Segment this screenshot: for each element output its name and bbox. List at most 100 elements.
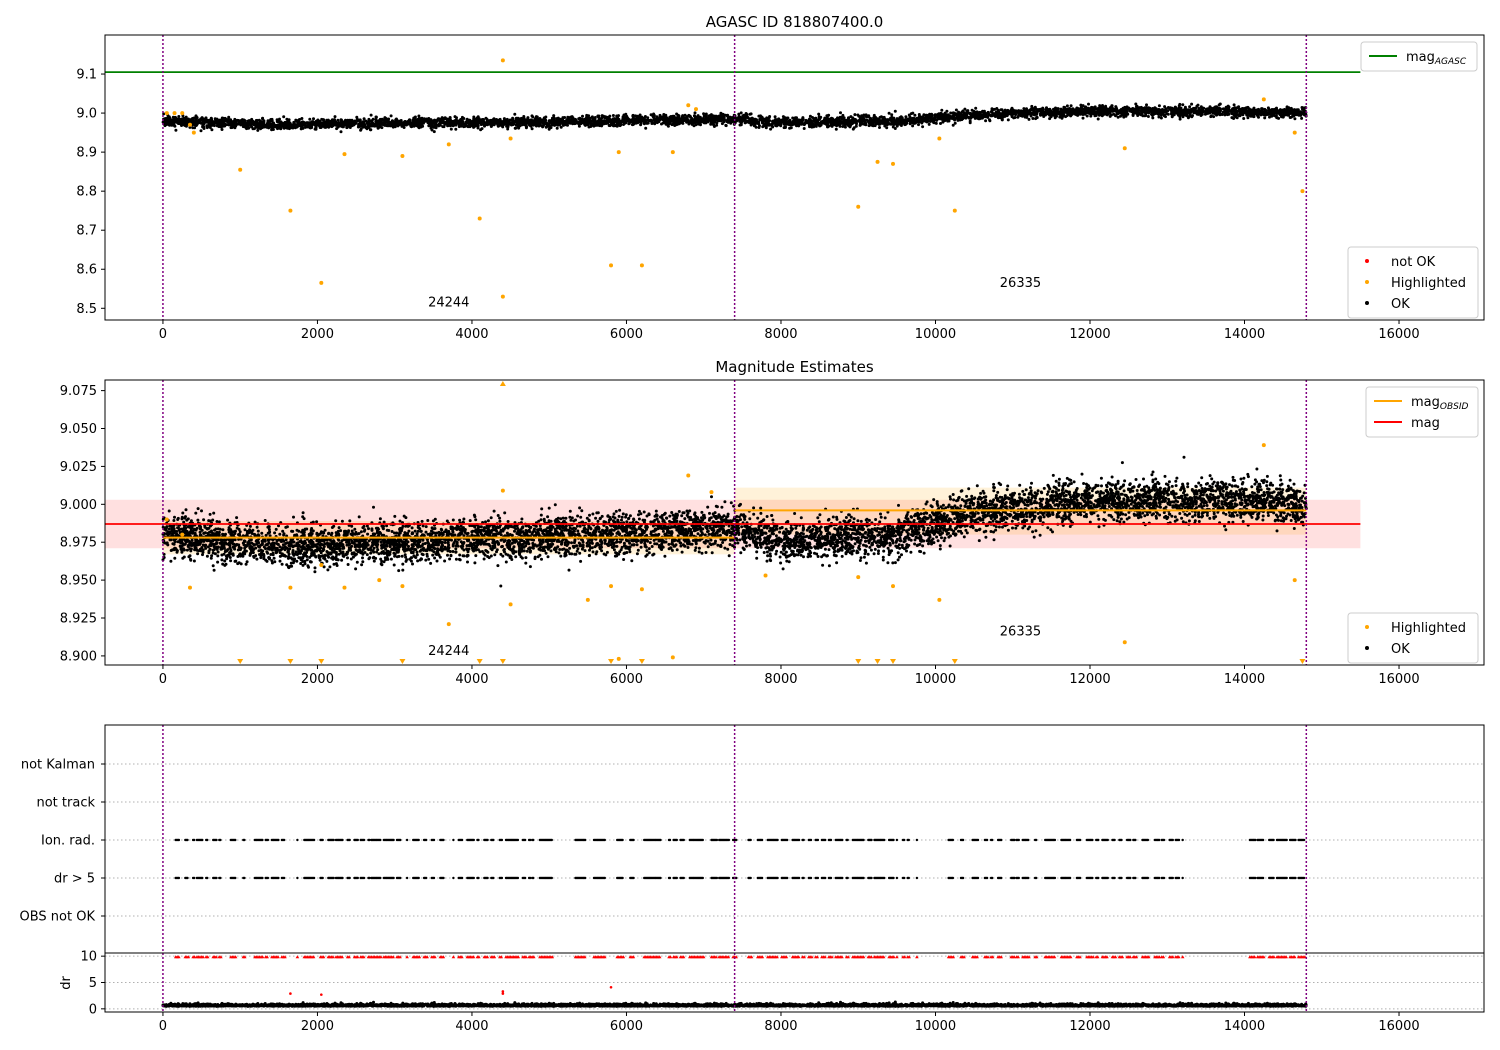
ok-point: [1212, 115, 1216, 119]
ok-point: [626, 116, 629, 120]
ok-point: [881, 116, 885, 120]
ok-point: [864, 113, 868, 117]
ok-point: [1218, 112, 1222, 116]
ok-point: [943, 111, 947, 115]
ok-point: [596, 123, 600, 127]
ok-point: [454, 121, 458, 125]
ok-point: [589, 123, 593, 126]
ok-point: [973, 116, 977, 120]
ok-point: [440, 116, 444, 120]
ok-point: [497, 121, 501, 125]
ok-point: [996, 116, 1000, 120]
ok-point: [429, 118, 433, 122]
ok-point: [492, 120, 496, 124]
ok-point: [724, 124, 728, 128]
ok-point: [336, 118, 340, 122]
ok-point: [164, 121, 168, 125]
ok-point: [1008, 112, 1012, 116]
ok-point: [908, 119, 912, 123]
ok-point: [1003, 114, 1007, 118]
ok-point: [655, 115, 659, 119]
ok-point: [1061, 114, 1065, 118]
ok-point: [354, 121, 358, 125]
ok-point: [1211, 109, 1215, 113]
ok-point: [388, 123, 392, 127]
ok-point: [643, 115, 647, 118]
ok-point: [321, 118, 325, 122]
ok-point: [343, 123, 347, 127]
ok-point: [608, 114, 612, 118]
ok-point: [1088, 108, 1092, 112]
ok-point: [618, 119, 622, 123]
ok-point: [374, 115, 378, 119]
ok-point: [963, 107, 967, 111]
ok-point: [609, 123, 613, 127]
ok-point: [1135, 104, 1139, 108]
ok-point: [438, 121, 442, 125]
ok-point: [1296, 108, 1300, 112]
ok-point: [1135, 107, 1139, 111]
ok-point: [205, 119, 209, 123]
ok-point: [1108, 111, 1112, 115]
ok-point: [258, 120, 262, 124]
ok-point: [1157, 109, 1161, 113]
ok-point: [788, 126, 792, 130]
ok-point: [616, 124, 620, 127]
ok-point: [1114, 105, 1118, 109]
ok-point: [227, 115, 231, 119]
ok-point: [384, 120, 388, 124]
ok-point: [366, 125, 370, 129]
ok-point: [887, 111, 891, 115]
ok-point: [1153, 110, 1157, 113]
ok-point: [611, 114, 615, 117]
ok-point: [1022, 107, 1026, 111]
ok-point: [999, 116, 1003, 119]
ok-point: [979, 116, 983, 120]
ok-point: [529, 118, 533, 122]
ok-point: [530, 114, 534, 118]
ok-point: [420, 116, 424, 120]
ok-point: [787, 120, 791, 124]
ok-point: [553, 121, 557, 125]
ok-point: [965, 109, 969, 113]
ok-point: [296, 121, 300, 125]
ok-point: [1275, 106, 1278, 110]
ok-point: [220, 128, 224, 131]
ok-point: [523, 118, 527, 122]
ok-point: [555, 117, 559, 121]
ok-point: [1203, 112, 1207, 116]
ok-point: [635, 115, 639, 119]
ok-point: [267, 125, 271, 128]
ok-point: [1077, 110, 1081, 114]
ok-point: [387, 117, 391, 121]
ok-point: [1257, 112, 1261, 116]
ok-point: [927, 122, 931, 126]
ok-point: [362, 117, 366, 121]
ok-point: [1170, 115, 1174, 119]
ok-point: [930, 115, 933, 119]
ok-point: [1231, 107, 1235, 111]
ok-point: [368, 128, 372, 132]
ok-point: [919, 119, 923, 123]
ok-point: [1146, 107, 1150, 111]
ok-point: [573, 117, 577, 121]
ok-point: [885, 126, 889, 130]
ok-point: [867, 124, 871, 128]
ok-point: [1146, 115, 1150, 118]
ok-point: [710, 115, 714, 119]
ok-point: [540, 120, 544, 124]
ok-point: [1184, 111, 1188, 115]
ok-point: [540, 124, 544, 128]
ok-point: [417, 114, 421, 118]
ok-point: [1168, 107, 1172, 111]
ok-point: [908, 122, 912, 126]
ok-point: [449, 127, 453, 131]
ok-point: [967, 116, 971, 120]
ok-point: [453, 115, 457, 119]
ok-point: [357, 118, 361, 122]
ok-point: [1193, 106, 1196, 110]
ok-point: [1090, 105, 1093, 109]
ok-point: [271, 128, 275, 131]
ok-point: [908, 115, 912, 119]
